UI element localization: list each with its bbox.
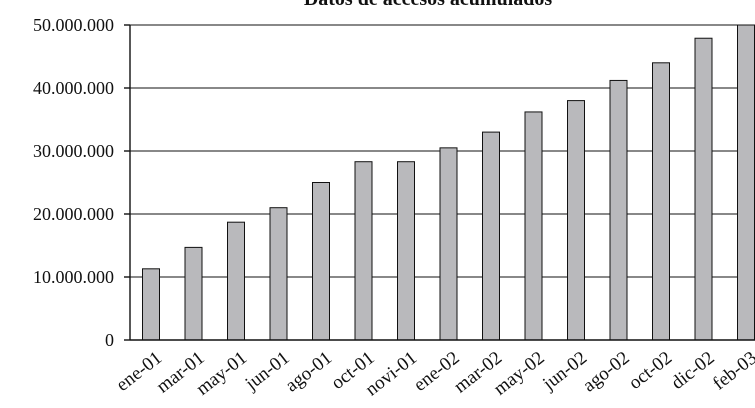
x-tick-label: jun-01 [241, 347, 294, 395]
axes [124, 24, 755, 341]
bar [567, 100, 585, 341]
bar [652, 62, 670, 341]
x-tick-label: jun-02 [538, 347, 591, 395]
y-tick-label: 10.000.000 [33, 267, 114, 287]
x-axis-tick-labels: ene-01mar-01may-01jun-01ago-01oct-01novi… [112, 347, 755, 400]
y-axis-tick-labels: 0 10.000.000 20.000.000 30.000.000 40.000.00… [33, 15, 114, 350]
bar [184, 246, 203, 341]
bar [737, 24, 755, 341]
bar [227, 221, 245, 341]
y-tick-label: 50.000.000 [33, 15, 114, 35]
bars [142, 24, 755, 341]
bar [142, 268, 160, 341]
bar [609, 79, 628, 341]
bar [397, 161, 415, 341]
x-tick-label: oct-02 [625, 347, 676, 393]
bar [524, 111, 543, 341]
y-tick-label: 20.000.000 [33, 204, 114, 224]
y-tick-label: 40.000.000 [33, 78, 114, 98]
chart-title: Datos de accesos acumulados [304, 0, 553, 10]
x-tick-label: feb-03 [709, 347, 755, 394]
y-tick-label: 0 [105, 330, 114, 350]
bar [269, 207, 288, 341]
bar [694, 37, 713, 341]
x-tick-label: ago-01 [282, 347, 337, 396]
x-tick-label: dic-02 [667, 347, 718, 393]
bar [482, 131, 500, 341]
x-tick-label: ago-02 [579, 347, 634, 396]
bar [312, 182, 330, 341]
bar [354, 161, 373, 341]
bar [439, 147, 458, 341]
y-tick-label: 30.000.000 [33, 141, 114, 161]
